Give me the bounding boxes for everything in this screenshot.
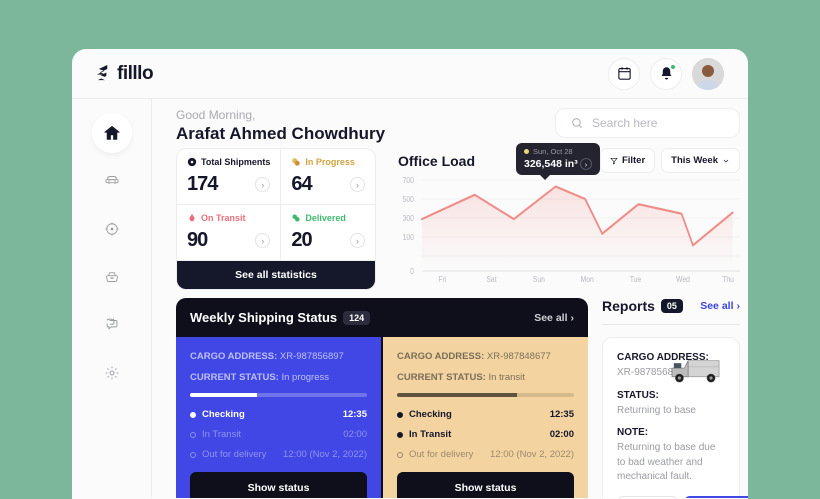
svg-text:Sat: Sat [486,274,497,284]
svg-text:Tue: Tue [630,274,641,284]
svg-text:Thu: Thu [722,274,734,284]
svg-text:0: 0 [410,266,414,276]
svg-text:700: 700 [403,175,414,185]
svg-text:100: 100 [403,232,414,242]
svg-text:500: 500 [403,194,414,204]
svg-text:Sun: Sun [533,274,545,284]
svg-text:Wed: Wed [676,274,690,284]
svg-text:Fri: Fri [438,274,446,284]
svg-text:300: 300 [403,213,414,223]
svg-text:Mon: Mon [581,274,594,284]
